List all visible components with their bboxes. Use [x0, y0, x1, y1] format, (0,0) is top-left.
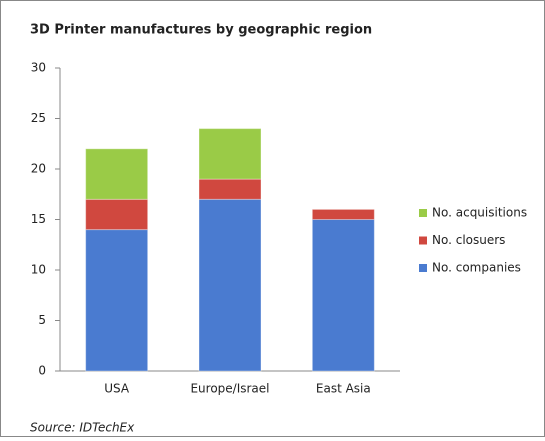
bar-segment — [311, 219, 375, 372]
bar-segment — [85, 148, 149, 200]
bar-segment — [198, 198, 262, 372]
bar-segment — [311, 208, 375, 220]
legend-swatch — [419, 236, 427, 245]
source-note: Source: IDTechEx — [30, 421, 135, 435]
legend-swatch — [419, 264, 427, 272]
x-tick-label: Europe/Israel — [190, 382, 269, 396]
legend-label: No. closuers — [432, 233, 505, 247]
y-tick-label: 10 — [31, 263, 46, 277]
chart-title: 3D Printer manufactures by geographic re… — [30, 23, 372, 38]
x-tick-label: East Asia — [316, 382, 371, 396]
y-tick-label: 0 — [38, 364, 46, 378]
y-tick-label: 5 — [38, 313, 46, 327]
bar-segment — [85, 229, 149, 372]
y-tick-label: 20 — [31, 162, 46, 176]
y-tick-label: 15 — [31, 212, 46, 226]
y-tick-label: 30 — [31, 61, 46, 75]
bar-segment — [198, 178, 262, 200]
y-tick-label: 25 — [31, 111, 46, 125]
x-tick-label: USA — [104, 382, 130, 396]
legend-label: No. acquisitions — [432, 206, 527, 220]
bar-segment — [85, 198, 149, 231]
bar-segment — [198, 128, 262, 180]
legend-label: No. companies — [432, 261, 521, 275]
legend-swatch — [419, 209, 427, 217]
